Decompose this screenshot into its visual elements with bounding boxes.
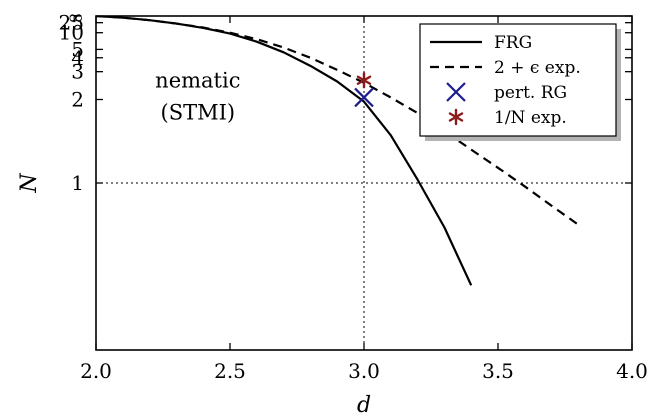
legend-marker-2 [446, 82, 466, 102]
x-tick-label: 3.0 [348, 359, 380, 383]
y-tick-label: 3 [71, 60, 84, 84]
y-tick-label: 1 [71, 171, 84, 195]
legend-label: 2 + ϵ exp. [494, 58, 581, 78]
legend-label: FRG [494, 33, 532, 53]
data-markers [354, 72, 374, 108]
region-label: nematic [155, 69, 240, 93]
series-lines [96, 16, 580, 286]
y-tick-label: ∞ [67, 5, 84, 29]
x-axis-label: d [357, 393, 371, 418]
x-tick-label: 3.5 [482, 359, 514, 383]
x-tick-label: 2.5 [214, 359, 246, 383]
series-line-1 [96, 16, 580, 226]
reference-lines [96, 16, 632, 350]
legend-label: 1/N exp. [494, 108, 567, 128]
y-axis-label: N [17, 173, 42, 194]
region-label: (STMI) [161, 101, 236, 125]
y-tick-label: 10 [59, 21, 84, 45]
x-tick-label: 4.0 [616, 359, 648, 383]
y-tick-label: 25 [59, 11, 84, 35]
y-tick-label: 2 [71, 88, 84, 112]
y-tick-label: 4 [71, 46, 84, 70]
legend: FRG 2 + ϵ exp. pert. RG 1/N exp. [419, 23, 621, 141]
legend-marker-3 [448, 108, 464, 126]
y-tick-label: 5 [71, 37, 84, 61]
axis-ticks [95, 15, 633, 350]
data-point-asterisk [356, 72, 372, 89]
x-tick-label: 2.0 [80, 359, 112, 383]
data-point-x [354, 87, 374, 108]
legend-label: pert. RG [494, 83, 567, 103]
